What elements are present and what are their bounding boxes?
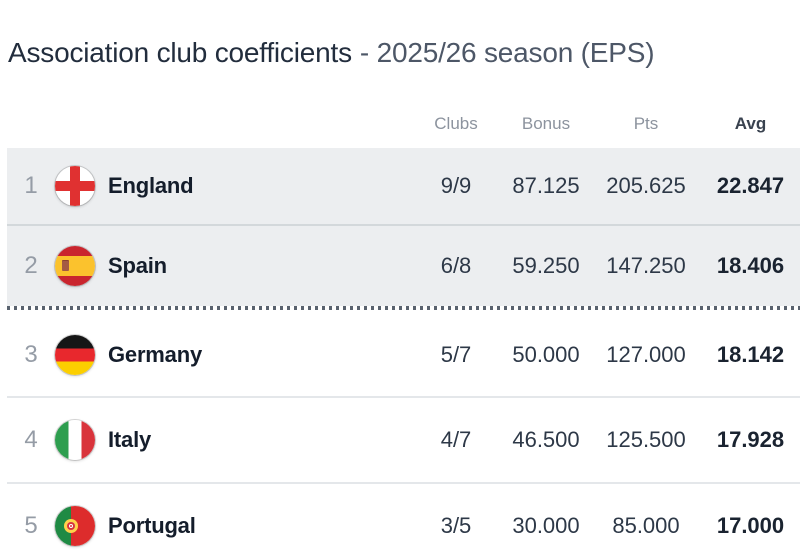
rank-value: 4	[24, 426, 38, 453]
rank-value: 1	[24, 172, 38, 199]
clubs-value: 4/7	[440, 427, 472, 452]
page-title-main: Association club coefficients	[8, 37, 352, 68]
column-header-clubs[interactable]: Clubs	[434, 114, 478, 133]
country-name: Germany	[108, 342, 202, 367]
page-title: Association club coefficients - 2025/26 s…	[8, 36, 800, 70]
rank-value: 5	[24, 512, 38, 539]
pts-value: 205.625	[606, 173, 686, 198]
column-header-pts[interactable]: Pts	[633, 114, 659, 133]
column-header-bonus[interactable]: Bonus	[521, 114, 571, 133]
bonus-value: 59.250	[512, 253, 580, 278]
clubs-value: 5/7	[440, 342, 472, 367]
team-cell: England	[55, 166, 411, 206]
header-rank-spacer	[7, 134, 55, 148]
team-cell: Portugal	[55, 506, 411, 546]
country-name: Spain	[108, 253, 167, 278]
pts-value: 85.000	[612, 513, 680, 538]
pts-value: 147.250	[606, 253, 686, 278]
table-header-row: Clubs Bonus Pts Avg	[7, 90, 800, 148]
qualification-cutoff-line	[7, 306, 800, 310]
avg-value: 22.847	[716, 173, 785, 198]
pts-value: 125.500	[606, 427, 686, 452]
team-cell: Italy	[55, 420, 411, 460]
bonus-value: 50.000	[512, 342, 580, 367]
avg-value: 17.928	[716, 427, 785, 452]
country-name: Italy	[108, 427, 152, 452]
country-name: England	[108, 173, 194, 198]
bonus-value: 46.500	[512, 427, 580, 452]
bonus-value: 30.000	[512, 513, 580, 538]
table-row-portugal[interactable]: 5 Portugal 3/5 30.000 85.000 17.000	[7, 484, 800, 555]
germany-flag-icon	[55, 335, 95, 375]
avg-value: 18.406	[716, 253, 785, 278]
header-team-spacer	[55, 134, 411, 148]
table-row-italy[interactable]: 4 Italy 4/7 46.500 125.500 17.928	[7, 398, 800, 484]
rank-value: 2	[24, 252, 38, 279]
rank-value: 3	[24, 341, 38, 368]
clubs-value: 3/5	[440, 513, 472, 538]
pts-value: 127.000	[606, 342, 686, 367]
italy-flag-icon	[55, 420, 95, 460]
column-header-avg[interactable]: Avg	[734, 114, 767, 133]
page-title-season: - 2025/26 season (EPS)	[359, 37, 655, 68]
clubs-value: 6/8	[440, 253, 472, 278]
bonus-value: 87.125	[512, 173, 580, 198]
table-row-germany[interactable]: 3 Germany 5/7 50.000 127.000 18.142	[7, 314, 800, 398]
avg-value: 18.142	[716, 342, 785, 367]
team-cell: Spain	[55, 246, 411, 286]
avg-value: 17.000	[716, 513, 785, 538]
country-name: Portugal	[108, 513, 196, 538]
coefficients-table: Clubs Bonus Pts Avg 1 England 9/9 87.125…	[7, 90, 800, 555]
clubs-value: 9/9	[440, 173, 472, 198]
table-row-england[interactable]: 1 England 9/9 87.125 205.625 22.847	[7, 148, 800, 226]
spain-flag-icon	[55, 246, 95, 286]
portugal-flag-icon	[55, 506, 95, 546]
table-row-spain[interactable]: 2 Spain 6/8 59.250 147.250 18.406	[7, 226, 800, 306]
team-cell: Germany	[55, 335, 411, 375]
england-flag-icon	[55, 166, 95, 206]
